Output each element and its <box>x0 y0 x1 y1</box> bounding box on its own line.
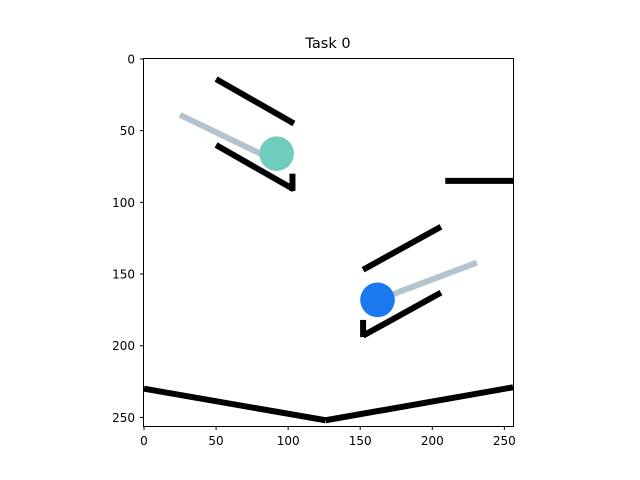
y-axis-ticks: 0 50 100 150 200 250 <box>112 53 144 425</box>
x-tick-label: 200 <box>421 434 444 448</box>
x-tick-label: 50 <box>208 434 223 448</box>
y-tick-label: 150 <box>112 268 135 282</box>
upper-gray-stick[interactable] <box>178 112 277 164</box>
lower-gray-stick[interactable] <box>380 259 479 302</box>
lower-ramp-top-bar <box>361 224 443 273</box>
x-tick-label: 0 <box>140 434 148 448</box>
game-scene[interactable] <box>143 76 514 424</box>
y-tick-label: 100 <box>112 196 135 210</box>
upper-ramp-bottom-bar <box>214 142 296 193</box>
green-ball[interactable] <box>259 136 294 171</box>
plot-axes: 0 50 100 150 200 250 0 50 100 150 200 250 <box>112 53 516 449</box>
floor-right-slope <box>325 384 514 424</box>
plot-area[interactable] <box>143 58 514 427</box>
x-tick-label: 100 <box>277 434 300 448</box>
x-tick-label: 250 <box>493 434 516 448</box>
figure-title: Task 0 <box>304 36 350 52</box>
y-tick-label: 250 <box>112 411 135 425</box>
y-tick-label: 50 <box>120 124 135 138</box>
y-tick-label: 0 <box>127 53 135 67</box>
upper-ramp-top-bar <box>214 76 296 127</box>
blue-ball[interactable] <box>360 282 395 318</box>
x-tick-label: 150 <box>349 434 372 448</box>
x-axis-ticks: 0 50 100 150 200 250 <box>140 426 516 448</box>
floor-left-slope <box>143 385 327 424</box>
y-tick-label: 200 <box>112 339 135 353</box>
lower-ramp-bottom-bar <box>361 290 443 339</box>
